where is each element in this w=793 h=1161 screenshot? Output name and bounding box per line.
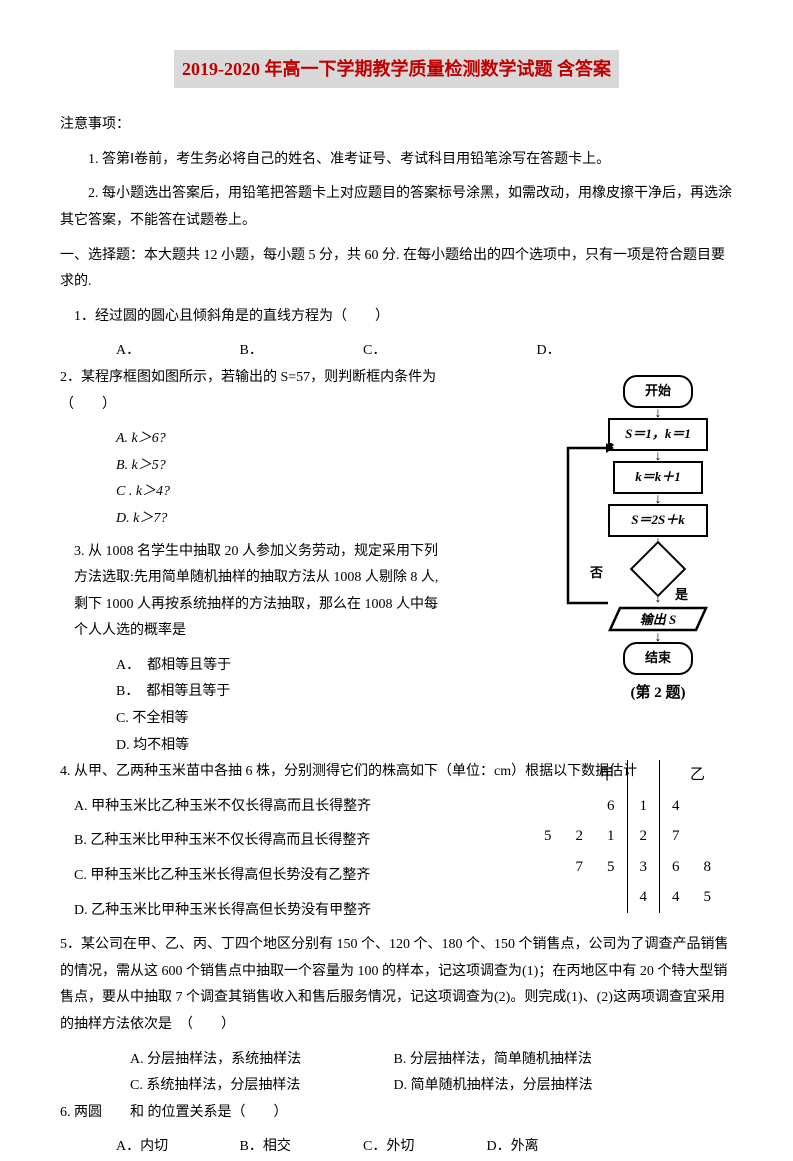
sl-cell: 7 xyxy=(564,852,596,883)
notice-header: 注意事项： xyxy=(60,112,733,139)
sl-cell: 6 xyxy=(660,852,692,883)
fc-yes-label: 是 xyxy=(675,583,688,608)
sl-cell: 5 xyxy=(595,852,627,883)
fc-output-text: 输出 S xyxy=(578,608,738,633)
q2-opt-c: C . k＞4? xyxy=(116,479,286,506)
q4-opt-a: A. 甲种玉米比乙种玉米不仅长得高而且长得整齐 xyxy=(60,794,450,821)
arrow-down-icon: ↓ xyxy=(578,634,738,642)
q4-opt-b: B. 乙种玉米比甲种玉米不仅长得高而且长得整齐 xyxy=(60,828,450,855)
table-row: 5 2 1 2 7 xyxy=(532,821,723,852)
fc-loop-line xyxy=(564,443,614,611)
q4-opt-c: C. 甲种玉米比乙种玉米长得高但长势没有乙整齐 xyxy=(60,863,450,890)
flowchart-q2: 开始 ↓ S＝1，k＝1 ↓ k＝k＋1 ↓ S＝2S＋k ↓ 否 是 ↓ 输出… xyxy=(578,375,738,707)
q2-options-row1: A. k＞6? B. k＞5? xyxy=(60,426,450,479)
q6-opt-a: A．内切 xyxy=(116,1134,236,1161)
title-wrap: 2019-2020 年高一下学期教学质量检测数学试题 含答案 xyxy=(60,50,733,112)
fc-step1-text: k＝k＋1 xyxy=(635,469,681,484)
q6: 6. 两圆 和 的位置关系是（ ） xyxy=(60,1100,733,1127)
q6-opt-b: B．相交 xyxy=(240,1134,360,1161)
sl-label-right: 乙 xyxy=(660,760,724,791)
q6-opt-c: C．外切 xyxy=(363,1134,483,1161)
q5-options-row2: C. 系统抽样法，分层抽样法 D. 简单随机抽样法，分层抽样法 xyxy=(60,1073,733,1100)
q1-opt-a: A． xyxy=(116,338,236,365)
q5-options-row1: A. 分层抽样法，系统抽样法 B. 分层抽样法，简单随机抽样法 xyxy=(60,1047,733,1074)
table-row: 6 1 4 xyxy=(532,791,723,822)
q3-opt-c: C. 不全相等 xyxy=(116,706,316,733)
sl-cell: 4 xyxy=(660,791,692,822)
stem-leaf-plot: 甲 乙 6 1 4 5 2 1 2 7 7 5 3 6 8 xyxy=(532,760,723,913)
sl-stem: 2 xyxy=(627,821,660,852)
arrow-down-icon: ↓ xyxy=(578,410,738,418)
q3-options-row2: C. 不全相等 D. 均不相等 xyxy=(60,706,450,759)
fc-step2: S＝2S＋k xyxy=(608,504,708,537)
q3-opt-a: A． 都相等且等于 xyxy=(116,653,316,680)
fc-step2-text: S＝2S＋k xyxy=(631,512,684,527)
fc-init-text: S＝1，k＝1 xyxy=(625,426,691,441)
q2-opt-b: B. k＞5? xyxy=(116,453,286,480)
q3-opt-b: B． 都相等且等于 xyxy=(116,679,286,706)
q6-opt-d: D．外离 xyxy=(487,1134,607,1161)
section-1-heading: 一、选择题：本大题共 12 小题，每小题 5 分，共 60 分. 在每小题给出的… xyxy=(60,243,733,296)
sl-cell: 5 xyxy=(532,821,564,852)
fc-init: S＝1，k＝1 xyxy=(608,418,708,451)
sl-label-left: 甲 xyxy=(532,760,627,791)
fc-end: 结束 xyxy=(623,642,693,675)
sl-cell: 4 xyxy=(660,882,692,913)
q1-opt-c: C． xyxy=(363,338,533,365)
sl-stem: 1 xyxy=(627,791,660,822)
q5-opt-a: A. 分层抽样法，系统抽样法 xyxy=(130,1047,390,1074)
sl-stem: 4 xyxy=(627,882,660,913)
q3-options-row1: A． 都相等且等于 B． 都相等且等于 xyxy=(60,653,450,706)
q1: 1．经过圆的圆心且倾斜角是的直线方程为（ ） xyxy=(60,304,733,331)
sl-cell: 7 xyxy=(660,821,692,852)
q1-opt-b: B． xyxy=(240,338,360,365)
sl-cell: 5 xyxy=(692,882,724,913)
sl-cell: 8 xyxy=(692,852,724,883)
q3-opt-d: D. 均不相等 xyxy=(116,733,286,760)
q2-opt-d: D. k＞7? xyxy=(116,506,286,533)
sl-stem: 3 xyxy=(627,852,660,883)
q5-opt-c: C. 系统抽样法，分层抽样法 xyxy=(130,1073,390,1100)
q5-opt-d: D. 简单随机抽样法，分层抽样法 xyxy=(394,1078,593,1093)
q2-opt-a: A. k＞6? xyxy=(116,426,286,453)
notice-2: 2. 每小题选出答案后，用铅笔把答题卡上对应题目的答案标号涂黑，如需改动，用橡皮… xyxy=(60,181,733,234)
page-title: 2019-2020 年高一下学期教学质量检测数学试题 含答案 xyxy=(174,50,619,88)
q2-options-row2: C . k＞4? D. k＞7? xyxy=(60,479,450,532)
sl-cell: 2 xyxy=(564,821,596,852)
notice-1: 1. 答第Ⅰ卷前，考生务必将自己的姓名、准考证号、考试科目用铅笔涂写在答题卡上。 xyxy=(60,147,733,174)
q5: 5．某公司在甲、乙、丙、丁四个地区分别有 150 个、120 个、180 个、1… xyxy=(60,932,733,1038)
q2: 2．某程序框图如图所示，若输出的 S=57，则判断框内条件为（ ） xyxy=(60,365,450,418)
sl-cell: 1 xyxy=(595,821,627,852)
sl-cell: 6 xyxy=(595,791,627,822)
q6-options: A．内切 B．相交 C．外切 D．外离 xyxy=(60,1134,733,1161)
q1-opt-d: D． xyxy=(537,338,657,365)
fc-start: 开始 xyxy=(623,375,693,408)
table-row: 7 5 3 6 8 xyxy=(532,852,723,883)
q4-opt-d: D. 乙种玉米比甲种玉米长得高但长势没有甲整齐 xyxy=(60,898,450,925)
table-row: 4 4 5 xyxy=(532,882,723,913)
fc-caption: (第 2 题) xyxy=(578,679,738,708)
q1-options: A． B． C． D． xyxy=(60,338,733,365)
q3: 3. 从 1008 名学生中抽取 20 人参加义务劳动，规定采用下列方法选取:先… xyxy=(60,539,450,645)
fc-step1: k＝k＋1 xyxy=(613,461,703,494)
q5-opt-b: B. 分层抽样法，简单随机抽样法 xyxy=(394,1052,592,1067)
